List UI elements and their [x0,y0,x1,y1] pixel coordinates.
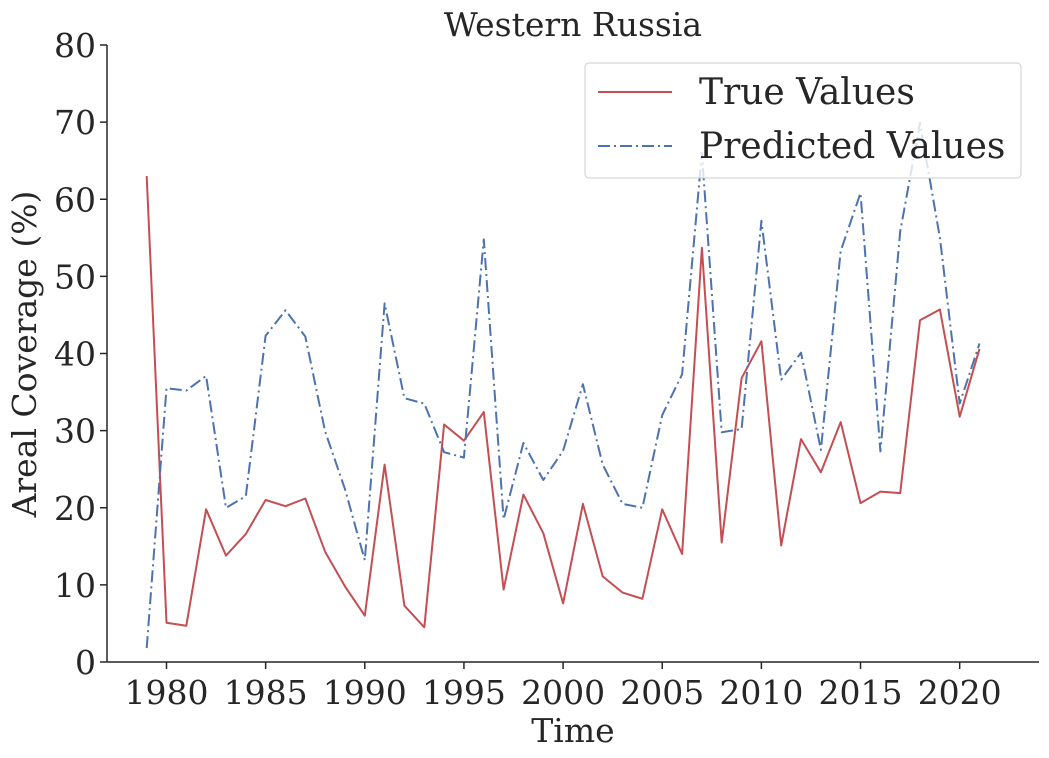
x-tick-label: 2005 [620,673,704,712]
x-axis-ticks: 1980 1985 1990 1995 2000 2005 2010 2015 2020 [124,662,1002,712]
x-tick-label: 2015 [819,673,903,712]
x-tick-label: 1980 [124,673,208,712]
series-line-predicted-values [145,121,981,649]
x-axis-label: Time [531,711,614,750]
y-tick-label: 40 [54,335,96,374]
legend: True Values Predicted Values [584,62,1022,179]
x-tick-label: 1985 [224,673,308,712]
y-tick-label: 30 [54,412,96,451]
x-tick-label: 1990 [323,673,407,712]
x-tick-label: 1995 [422,673,506,712]
y-tick-label: 50 [54,257,96,296]
legend-label-true-values: True Values [699,72,915,113]
x-tick-label: 2020 [918,673,1002,712]
y-tick-label: 10 [54,566,96,605]
y-tick-label: 0 [75,643,96,682]
x-tick-label: 2010 [719,673,803,712]
legend-label-predicted-values: Predicted Values [699,126,1005,167]
plot-lines [145,121,981,649]
y-tick-label: 70 [54,103,96,142]
y-tick-label: 80 [54,26,96,65]
y-axis-label: Areal Coverage (%) [5,191,44,519]
x-tick-label: 2000 [521,673,605,712]
y-tick-label: 60 [54,180,96,219]
y-axis-ticks: 0 10 20 30 40 50 60 70 80 [54,26,107,682]
y-tick-label: 20 [54,489,96,528]
chart-title: Western Russia [444,5,702,44]
legend-box [584,62,1022,179]
series-line-true-values [145,176,981,629]
